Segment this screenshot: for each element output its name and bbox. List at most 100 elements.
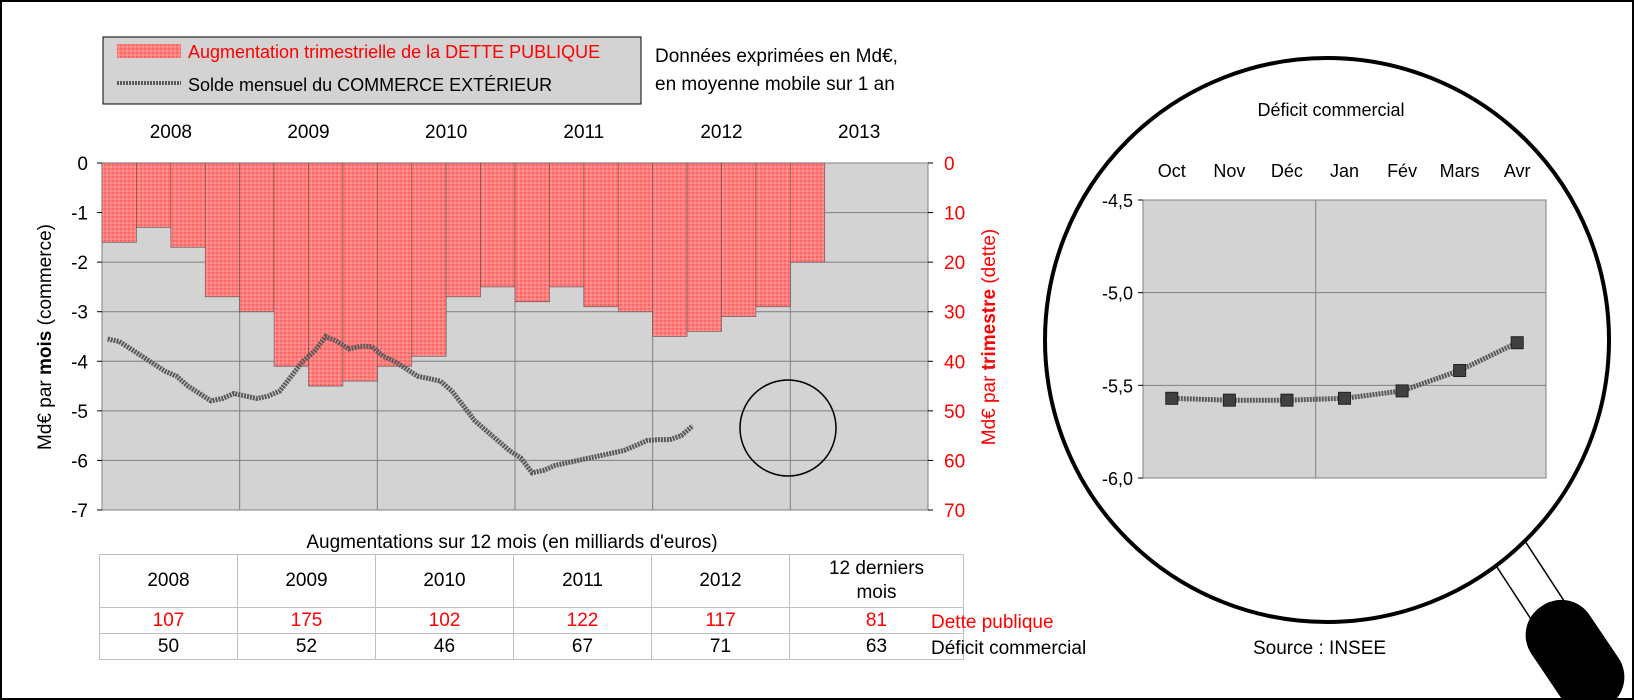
debt-bar (445, 162, 481, 298)
left-axis-label: Md€ par mois (commerce) (35, 224, 56, 450)
year-label: 2009 (287, 122, 329, 143)
debt-bar (239, 162, 275, 313)
debt-bar (308, 162, 344, 387)
debt-bars (101, 162, 826, 387)
zoom-category-label: Mars (1440, 161, 1480, 181)
zoom-tick-label: -5,5 (1102, 376, 1133, 396)
legend-box (102, 36, 642, 105)
left-tick-label: -4 (71, 352, 88, 373)
right-tick-label: 0 (944, 154, 955, 175)
table-cell: 52 (237, 633, 376, 660)
table-header-row: 2008 2009 2010 2011 2012 12 derniers moi… (99, 554, 964, 608)
debt-bar (514, 162, 550, 303)
table-cell: 50 (99, 633, 238, 660)
zoom-data-point (1453, 364, 1467, 378)
legend-trade-label: Solde mensuel du COMMERCE EXTÉRIEUR (188, 75, 552, 95)
left-axis-ticks: 0 -1 -2 -3 -4 -5 -6 -7 (71, 154, 102, 522)
debt-row-label: Dette publique (931, 612, 1054, 633)
right-tick-label: 20 (944, 253, 965, 274)
source-note: Source : INSEE (1253, 638, 1387, 659)
debt-bar (342, 162, 378, 382)
magnifier-handle (1525, 599, 1625, 700)
left-tick-label: -2 (71, 253, 88, 274)
zoom-circle (739, 379, 837, 477)
legend: Augmentation trimestrielle de la DETTE P… (102, 36, 642, 105)
summary-table: 2008 2009 2010 2011 2012 12 derniers moi… (99, 554, 964, 660)
year-label: 2008 (150, 122, 192, 143)
zoom-data-point (1510, 336, 1524, 350)
debt-bar (790, 162, 826, 263)
table-header-cell: 2009 (237, 554, 376, 608)
zoom-category-label: Déc (1271, 161, 1303, 181)
debt-bar (170, 162, 206, 248)
year-label: 2013 (838, 122, 880, 143)
debt-bar (273, 162, 309, 367)
right-axis-label: Md€ par trimestre (dette) (979, 229, 1000, 446)
right-tick-label: 60 (944, 451, 965, 472)
right-axis-label-suffix: (dette) (979, 229, 1000, 289)
zoom-data-points (1165, 336, 1524, 407)
zoom-category-label: Avr (1504, 161, 1531, 181)
zoom-data-point (1165, 391, 1179, 405)
right-tick-label: 10 (944, 204, 965, 225)
zoom-category-label: Fév (1387, 161, 1417, 181)
year-label: 2010 (425, 122, 467, 143)
right-tick-label: 30 (944, 303, 965, 324)
debt-bar (377, 162, 413, 367)
legend-debt-label: Augmentation trimestrielle de la DETTE P… (188, 42, 600, 62)
debt-bar (136, 162, 172, 228)
zoom-chart-title: Déficit commercial (1257, 100, 1404, 120)
debt-bar (549, 162, 585, 288)
left-tick-label: 0 (77, 154, 88, 175)
debt-bar (652, 162, 688, 337)
table-debt-row: 107 175 102 122 117 81 (99, 607, 964, 634)
zoom-category-label: Oct (1158, 161, 1186, 181)
debt-bar (101, 162, 137, 243)
table-cell: 117 (651, 607, 790, 634)
year-labels: 2008 2009 2010 2011 2012 2013 (150, 122, 881, 143)
table-cell: 71 (651, 633, 790, 660)
debt-bar (411, 162, 447, 357)
zoom-data-point (1338, 391, 1351, 405)
zoom-category-label: Jan (1330, 161, 1359, 181)
table-header-cell: 2010 (375, 554, 514, 608)
trade-row-label: Déficit commercial (931, 638, 1087, 659)
debt-bar (583, 162, 619, 308)
zoom-data-point (1222, 393, 1236, 407)
table-cell: 67 (513, 633, 652, 660)
right-axis-label-bold: trimestre (979, 289, 1000, 370)
right-tick-label: 40 (944, 352, 965, 373)
table-header-cell: 2008 (99, 554, 238, 608)
table-trade-row: 50 52 46 67 71 63 (99, 633, 964, 660)
table-header-cell: 2012 (651, 554, 790, 608)
left-tick-label: -3 (71, 303, 88, 324)
table-cell: 46 (375, 633, 514, 660)
right-tick-label: 50 (944, 402, 965, 423)
main-chart: 2008 2009 2010 2011 2012 2013 0-1-2-3-4-5-6-7… (35, 122, 1000, 522)
left-axis-label-bold: mois (35, 331, 56, 375)
left-tick-label: -6 (71, 451, 88, 472)
debt-bar (755, 162, 791, 308)
debt-bar (686, 162, 722, 332)
debt-bar (480, 162, 516, 288)
debt-bar (721, 162, 757, 317)
zoom-tick-label: -5,0 (1102, 284, 1133, 304)
zoom-tick-label: -6,0 (1102, 469, 1133, 489)
table-cell: 63 (789, 633, 964, 660)
table-cell: 107 (99, 607, 238, 634)
left-axis-label-prefix: Md€ par (35, 375, 56, 450)
magnifier: Déficit commercial Oct Nov Déc Jan Fév Mars Av… (1043, 56, 1625, 700)
zoom-gridlines (1143, 199, 1546, 479)
year-label: 2012 (700, 122, 742, 143)
zoom-plot-area (1142, 199, 1547, 479)
left-axis-label-suffix: (commerce) (35, 224, 56, 331)
table-header-cell: 12 derniers mois (789, 554, 964, 608)
table-cell: 175 (237, 607, 376, 634)
year-label: 2011 (563, 122, 604, 143)
zoom-data-point (1395, 384, 1409, 398)
right-axis-ticks: 0 10 20 30 40 50 60 70 (928, 154, 965, 522)
zoom-category-labels: Oct Nov Déc Jan Fév Mars Avr (1158, 161, 1531, 181)
units-note-line2: en moyenne mobile sur 1 an (655, 74, 895, 95)
units-note-line1: Données exprimées en Md€, (655, 46, 898, 67)
